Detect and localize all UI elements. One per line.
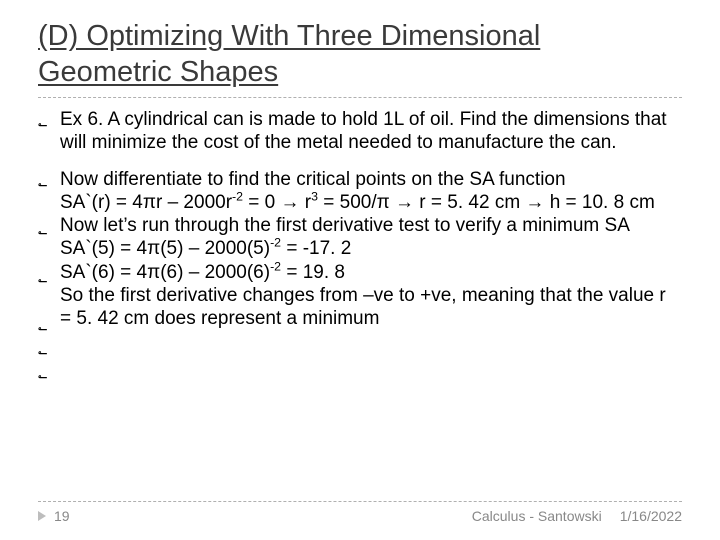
bullet-icon: ؂ <box>38 112 60 128</box>
bullet-icon: ؂ <box>38 172 60 188</box>
intro-text: Ex 6. A cylindrical can is made to hold … <box>60 108 682 154</box>
line-6: So the first derivative changes from –ve… <box>60 284 682 330</box>
l4a: SA`(5) = 4π(5) – 2000(5) <box>60 238 270 259</box>
line-1: Now differentiate to find the critical p… <box>60 168 682 191</box>
sup-3: 3 <box>311 190 318 204</box>
steps-text: Now differentiate to find the critical p… <box>60 168 682 380</box>
sup-neg2: -2 <box>270 259 281 273</box>
footer-row: 19 Calculus - Santowski 1/16/2022 <box>38 508 682 524</box>
line-3: Now let’s run through the first derivati… <box>60 214 682 237</box>
l5b: = 19. 8 <box>281 262 345 283</box>
steps-block: ؂ ؂ ؂ ؂ ؂ ؂ Now differentiate to find th… <box>38 168 682 380</box>
sup-neg2: -2 <box>270 236 281 250</box>
l2c: = 500/π → r = 5. 42 cm → h = 10. 8 cm <box>318 192 655 213</box>
title-divider <box>38 97 682 98</box>
slide-footer: 19 Calculus - Santowski 1/16/2022 <box>38 501 682 524</box>
course-label: Calculus - Santowski <box>472 508 602 524</box>
bullet-icon: ؂ <box>38 340 60 356</box>
sup-neg2: -2 <box>232 190 243 204</box>
l5a: SA`(6) = 4π(6) – 2000(6) <box>60 262 270 283</box>
bullet-col: ؂ ؂ ؂ ؂ ؂ ؂ <box>38 168 60 380</box>
bullet-col: ؂ <box>38 108 60 154</box>
l4b: = -17. 2 <box>281 238 351 259</box>
l2a: SA`(r) = 4πr – 2000r <box>60 192 232 213</box>
line-2: SA`(r) = 4πr – 2000r-2 = 0 → r3 = 500/π … <box>60 191 682 214</box>
footer-divider <box>38 501 682 502</box>
line-4: SA`(5) = 4π(5) – 2000(5)-2 = -17. 2 <box>60 237 682 260</box>
intro-block: ؂ Ex 6. A cylindrical can is made to hol… <box>38 108 682 154</box>
bullet-icon: ؂ <box>38 268 60 284</box>
page-number: 19 <box>54 508 70 524</box>
bullet-icon: ؂ <box>38 220 60 236</box>
marker-icon <box>38 511 46 521</box>
bullet-icon: ؂ <box>38 316 60 332</box>
l2b: = 0 → r <box>243 192 311 213</box>
line-5: SA`(6) = 4π(6) – 2000(6)-2 = 19. 8 <box>60 261 682 284</box>
slide-body: ؂ Ex 6. A cylindrical can is made to hol… <box>38 108 682 380</box>
slide-title: (D) Optimizing With Three Dimensional Ge… <box>38 18 682 91</box>
date-label: 1/16/2022 <box>620 508 682 524</box>
slide: (D) Optimizing With Three Dimensional Ge… <box>0 0 720 540</box>
bullet-icon: ؂ <box>38 364 60 380</box>
